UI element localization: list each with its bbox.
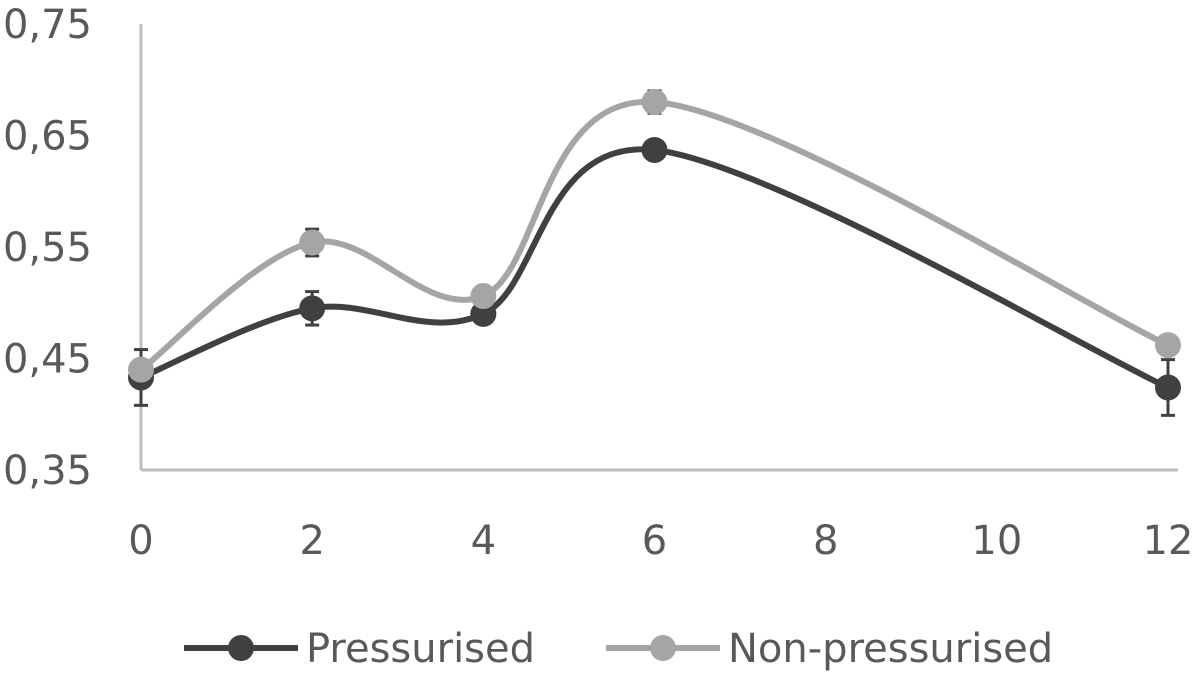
data-point [1155,374,1181,401]
data-point [641,89,668,116]
series-line [138,99,1171,373]
x-axis-tick-labels: 0 2 4 6 8 10 12 [128,518,1193,564]
legend-label: Non-pressurised [728,626,1053,672]
x-tick-label: 12 [1143,518,1194,564]
series-line [138,146,1171,391]
x-tick-label: 10 [971,518,1022,564]
legend-item: Pressurised [184,626,535,672]
x-tick-label: 4 [471,518,496,564]
x-tick-label: 8 [813,518,838,564]
x-tick-label: 2 [299,518,324,564]
y-tick-label: 0,55 [3,225,92,271]
legend: Pressurised Non-pressurised [184,626,1053,672]
data-point [470,283,497,310]
series-pressurised [128,136,1181,417]
series-non-pressurised [128,89,1181,383]
data-point [299,295,326,322]
legend-swatch-marker [650,635,676,661]
y-tick-label: 0,65 [3,114,92,160]
x-tick-label: 6 [642,518,667,564]
y-tick-label: 0,75 [3,2,92,48]
y-tick-label: 0,45 [3,337,92,383]
y-tick-label: 0,35 [3,448,92,494]
y-axis-tick-labels: 0,35 0,45 0,55 0,65 0,75 [3,2,92,494]
data-point [1155,332,1181,359]
legend-label: Pressurised [306,626,535,672]
data-point [299,229,326,256]
legend-swatch-marker [228,635,254,661]
data-point [641,136,668,163]
legend-item: Non-pressurised [606,626,1053,672]
data-point [128,356,154,383]
data-point [470,300,497,327]
plot-area [128,89,1181,417]
x-tick-label: 0 [128,518,153,564]
